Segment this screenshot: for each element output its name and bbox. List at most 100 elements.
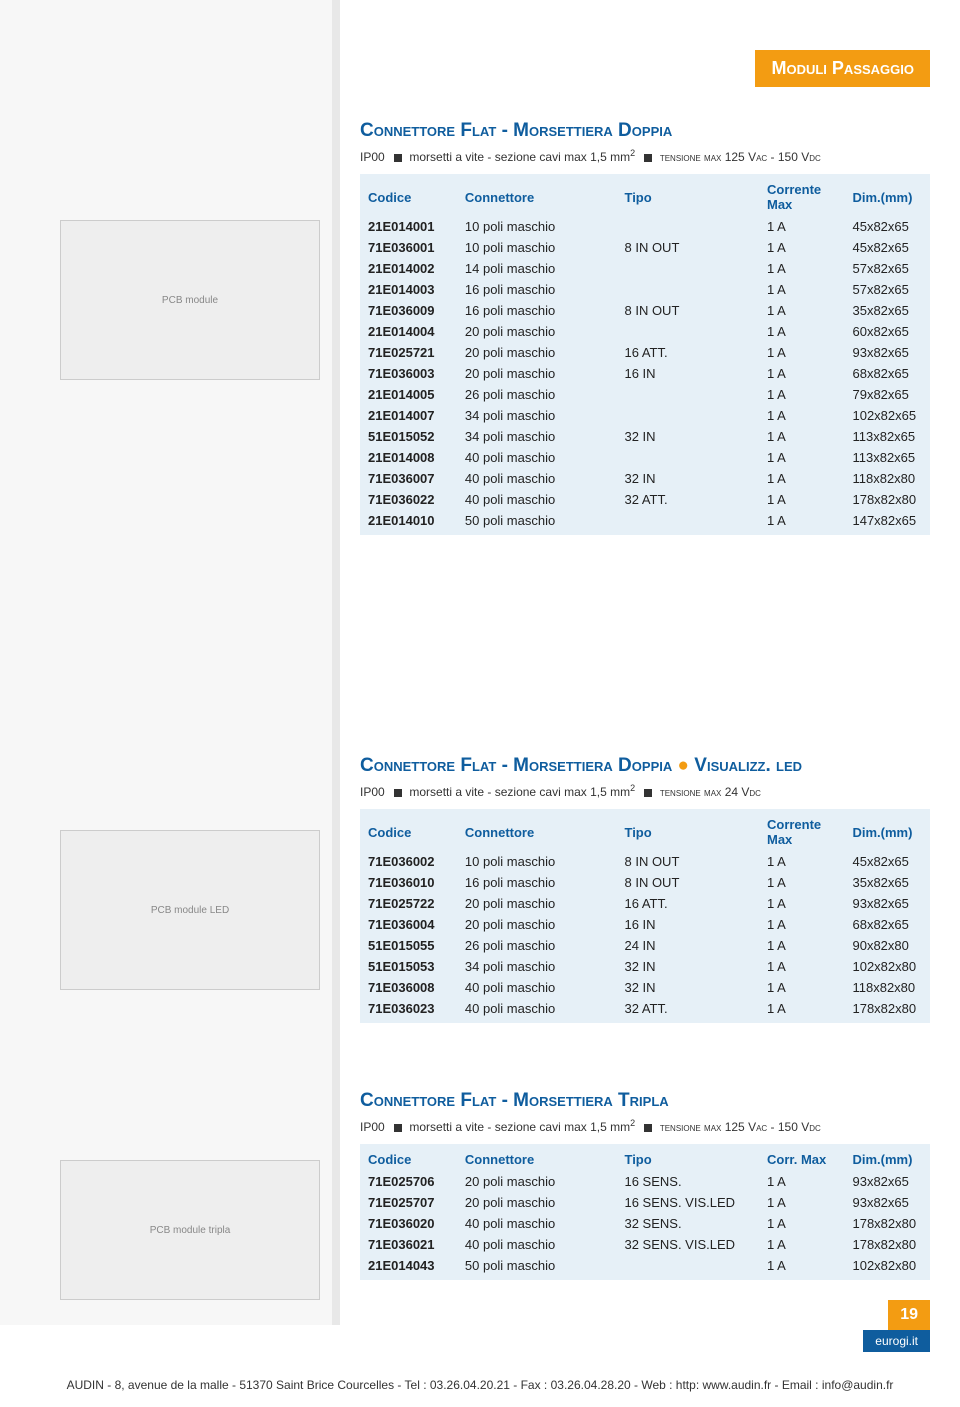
table-cell: 1 A (759, 237, 845, 258)
square-icon (394, 1124, 402, 1132)
table-cell: 1 A (759, 851, 845, 872)
table-cell: 10 poli maschio (457, 216, 617, 237)
table-cell: 68x82x65 (844, 363, 930, 384)
table-cell: 71E036002 (360, 851, 457, 872)
table-cell: 40 poli maschio (457, 447, 617, 468)
table-cell: 20 poli maschio (457, 914, 617, 935)
col-header: Tipo (616, 1148, 759, 1171)
table-cell: 1 A (759, 914, 845, 935)
table-cell: 21E014004 (360, 321, 457, 342)
col-header: Codice (360, 813, 457, 851)
table-row: 21E01400734 poli maschio1 A102x82x65 (360, 405, 930, 426)
table-cell: 26 poli maschio (457, 384, 617, 405)
table-cell: 34 poli maschio (457, 956, 617, 977)
table-cell (616, 216, 759, 237)
section-doppia-led: Connettore Flat - Morsettiera Doppia ● V… (0, 755, 930, 1023)
col-header: Tipo (616, 813, 759, 851)
table-row: 71E03601016 poli maschio8 IN OUT1 A35x82… (360, 872, 930, 893)
table-cell: 40 poli maschio (457, 1213, 617, 1234)
table-cell: 16 SENS. (616, 1171, 759, 1192)
table-cell: 16 ATT. (616, 342, 759, 363)
table-cell: 20 poli maschio (457, 893, 617, 914)
table-cell: 20 poli maschio (457, 1192, 617, 1213)
table-cell: 32 IN (616, 426, 759, 447)
table-cell: 16 IN (616, 914, 759, 935)
table-cell: 60x82x65 (844, 321, 930, 342)
table-wrap: CodiceConnettoreTipoCorr. MaxDim.(mm) 71… (360, 1144, 930, 1280)
table-row: 71E03600740 poli maschio32 IN1 A118x82x8… (360, 468, 930, 489)
table-cell: 118x82x80 (844, 468, 930, 489)
table-cell: 24 IN (616, 935, 759, 956)
table-cell: 32 SENS. (616, 1213, 759, 1234)
table-cell: 1 A (759, 216, 845, 237)
table-cell: 8 IN OUT (616, 237, 759, 258)
table-row: 71E03602040 poli maschio32 SENS.1 A178x8… (360, 1213, 930, 1234)
table-row: 71E03602340 poli maschio32 ATT.1 A178x82… (360, 998, 930, 1019)
table-cell: 71E036009 (360, 300, 457, 321)
table-cell: 57x82x65 (844, 258, 930, 279)
square-icon (394, 789, 402, 797)
table-cell: 1 A (759, 956, 845, 977)
table-cell: 113x82x65 (844, 447, 930, 468)
table-cell: 1 A (759, 977, 845, 998)
spec-table: CodiceConnettoreTipoCorr. MaxDim.(mm) 71… (360, 1148, 930, 1276)
domain-label: eurogi.it (863, 1330, 930, 1352)
table-cell: 102x82x80 (844, 956, 930, 977)
table-row: 71E02572220 poli maschio16 ATT.1 A93x82x… (360, 893, 930, 914)
table-cell: 178x82x80 (844, 489, 930, 510)
table-cell: 16 ATT. (616, 893, 759, 914)
table-cell: 1 A (759, 279, 845, 300)
table-row: 21E01404350 poli maschio1 A102x82x80 (360, 1255, 930, 1276)
table-row: 21E01400526 poli maschio1 A79x82x65 (360, 384, 930, 405)
sub-b: tensione max 125 Vac - 150 Vdc (660, 150, 821, 164)
table-row: 21E01401050 poli maschio1 A147x82x65 (360, 510, 930, 531)
table-row: 71E03600110 poli maschio8 IN OUT1 A45x82… (360, 237, 930, 258)
table-cell: 40 poli maschio (457, 998, 617, 1019)
table-cell: 40 poli maschio (457, 489, 617, 510)
table-cell: 45x82x65 (844, 216, 930, 237)
table-cell: 20 poli maschio (457, 363, 617, 384)
table-cell: 8 IN OUT (616, 872, 759, 893)
table-cell (616, 258, 759, 279)
led-dot-icon: ● (678, 755, 695, 776)
table-cell: 147x82x65 (844, 510, 930, 531)
sub-a: morsetti a vite - sezione cavi max 1,5 m… (409, 1120, 630, 1134)
page-number: 19 (888, 1300, 930, 1330)
table-cell: 32 SENS. VIS.LED (616, 1234, 759, 1255)
table-cell: 10 poli maschio (457, 237, 617, 258)
table-cell: 40 poli maschio (457, 1234, 617, 1255)
table-cell: 51E015052 (360, 426, 457, 447)
table-cell: 71E025721 (360, 342, 457, 363)
table-cell: 71E036008 (360, 977, 457, 998)
table-cell: 21E014008 (360, 447, 457, 468)
table-cell: 57x82x65 (844, 279, 930, 300)
sub-pre: IP00 (360, 785, 385, 799)
table-wrap: CodiceConnettoreTipoCorrente MaxDim.(mm)… (360, 809, 930, 1023)
col-header: Dim.(mm) (844, 178, 930, 216)
table-row: 71E03602140 poli maschio32 SENS. VIS.LED… (360, 1234, 930, 1255)
col-header: Connettore (457, 178, 617, 216)
table-cell: 21E014001 (360, 216, 457, 237)
table-cell: 71E036023 (360, 998, 457, 1019)
square-icon (644, 154, 652, 162)
section-subtitle: IP00 morsetti a vite - sezione cavi max … (360, 1118, 930, 1134)
table-cell: 178x82x80 (844, 1234, 930, 1255)
table-cell: 21E014002 (360, 258, 457, 279)
table-cell: 34 poli maschio (457, 405, 617, 426)
table-cell: 1 A (759, 1192, 845, 1213)
table-cell: 32 ATT. (616, 489, 759, 510)
col-header: Corrente Max (759, 813, 845, 851)
table-cell: 8 IN OUT (616, 300, 759, 321)
table-cell (616, 384, 759, 405)
table-cell: 32 ATT. (616, 998, 759, 1019)
table-cell: 71E036022 (360, 489, 457, 510)
table-cell: 102x82x80 (844, 1255, 930, 1276)
table-cell: 1 A (759, 998, 845, 1019)
table-cell: 118x82x80 (844, 977, 930, 998)
table-cell: 35x82x65 (844, 872, 930, 893)
table-cell: 79x82x65 (844, 384, 930, 405)
section-title: Connettore Flat - Morsettiera Doppia (360, 120, 930, 142)
table-cell: 71E036001 (360, 237, 457, 258)
table-cell: 20 poli maschio (457, 321, 617, 342)
table-cell: 1 A (759, 300, 845, 321)
